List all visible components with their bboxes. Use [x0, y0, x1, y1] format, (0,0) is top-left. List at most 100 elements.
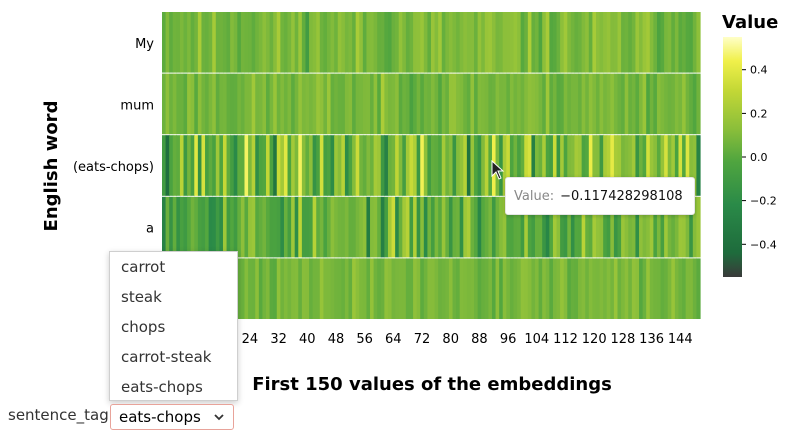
heatmap-cell[interactable] [567, 12, 572, 73]
heatmap-cell[interactable] [542, 196, 547, 258]
heatmap-cell[interactable] [176, 135, 181, 196]
heatmap-cell[interactable] [431, 73, 436, 135]
heatmap-cell[interactable] [230, 196, 235, 258]
heatmap-cell[interactable] [205, 196, 210, 258]
heatmap-cell[interactable] [563, 196, 568, 258]
heatmap-cell[interactable] [563, 73, 568, 135]
heatmap-cell[interactable] [165, 12, 170, 73]
heatmap-cell[interactable] [560, 196, 565, 258]
heatmap-cell[interactable] [635, 196, 640, 258]
heatmap-cell[interactable] [656, 135, 662, 196]
heatmap-cell[interactable] [165, 196, 170, 258]
heatmap-cell[interactable] [592, 135, 597, 196]
heatmap-cell[interactable] [370, 258, 375, 319]
heatmap-row[interactable] [162, 135, 701, 196]
heatmap-cell[interactable] [352, 73, 357, 135]
heatmap-cell[interactable] [377, 196, 382, 258]
heatmap-cell[interactable] [183, 73, 188, 135]
heatmap-cell[interactable] [219, 135, 224, 196]
heatmap-cell[interactable] [477, 258, 482, 319]
heatmap-cell[interactable] [344, 135, 350, 196]
heatmap-cell[interactable] [585, 196, 590, 258]
heatmap-cell[interactable] [258, 196, 264, 258]
heatmap-cell[interactable] [674, 12, 680, 73]
heatmap-cell[interactable] [344, 258, 350, 319]
heatmap-cell[interactable] [549, 12, 554, 73]
heatmap-cell[interactable] [420, 12, 425, 73]
heatmap-cell[interactable] [405, 12, 411, 73]
heatmap-cell[interactable] [305, 73, 310, 135]
heatmap-cell[interactable] [581, 196, 586, 258]
heatmap-cell[interactable] [230, 135, 235, 196]
heatmap-cell[interactable] [667, 12, 672, 73]
heatmap-cell[interactable] [678, 73, 683, 135]
heatmap-cell[interactable] [283, 12, 289, 73]
heatmap-cell[interactable] [613, 258, 619, 319]
heatmap-cell[interactable] [474, 135, 479, 196]
dropdown-option-carrot-steak[interactable]: carrot-steak [121, 348, 212, 366]
heatmap-cell[interactable] [613, 12, 619, 73]
heatmap-cell[interactable] [312, 258, 317, 319]
heatmap-cell[interactable] [653, 73, 658, 135]
heatmap-cell[interactable] [474, 73, 479, 135]
heatmap-cell[interactable] [273, 73, 278, 135]
heatmap-cell[interactable] [642, 196, 647, 258]
heatmap-cell[interactable] [212, 12, 217, 73]
heatmap-cell[interactable] [283, 196, 289, 258]
heatmap-cell[interactable] [398, 135, 403, 196]
heatmap-cell[interactable] [287, 258, 292, 319]
heatmap-cell[interactable] [172, 73, 177, 135]
heatmap-cell[interactable] [187, 12, 192, 73]
heatmap-cell[interactable] [337, 135, 342, 196]
heatmap-row[interactable] [162, 258, 701, 319]
heatmap-cell[interactable] [355, 12, 360, 73]
heatmap-cell[interactable] [491, 73, 497, 135]
heatmap-cell[interactable] [606, 258, 611, 319]
heatmap-cell[interactable] [255, 135, 260, 196]
heatmap-cell[interactable] [617, 73, 622, 135]
heatmap-cell[interactable] [653, 196, 658, 258]
heatmap-cell[interactable] [427, 135, 432, 196]
heatmap-cell[interactable] [646, 196, 651, 258]
heatmap-cell[interactable] [420, 73, 425, 135]
heatmap-cell[interactable] [689, 196, 694, 258]
heatmap-cell[interactable] [334, 135, 339, 196]
heatmap-cell[interactable] [660, 73, 665, 135]
heatmap-cell[interactable] [380, 135, 385, 196]
heatmap-cell[interactable] [502, 196, 507, 258]
dropdown-option-chops[interactable]: chops [121, 318, 166, 336]
heatmap-cell[interactable] [341, 135, 346, 196]
heatmap-cell[interactable] [538, 258, 543, 319]
heatmap-cell[interactable] [319, 258, 324, 319]
heatmap-cell[interactable] [402, 135, 407, 196]
heatmap-cell[interactable] [531, 73, 536, 135]
heatmap-cell[interactable] [502, 73, 507, 135]
heatmap-cell[interactable] [405, 258, 411, 319]
heatmap-cell[interactable] [373, 12, 378, 73]
heatmap-cell[interactable] [373, 258, 378, 319]
heatmap-cell[interactable] [570, 196, 576, 258]
heatmap-cell[interactable] [678, 12, 683, 73]
heatmap-cell[interactable] [506, 73, 511, 135]
heatmap-cell[interactable] [244, 196, 249, 258]
heatmap-cell[interactable] [330, 196, 335, 258]
heatmap-cell[interactable] [309, 258, 314, 319]
heatmap-cell[interactable] [606, 135, 611, 196]
heatmap-cell[interactable] [298, 258, 303, 319]
heatmap-row[interactable] [162, 73, 701, 135]
heatmap-cell[interactable] [215, 12, 220, 73]
heatmap-cell[interactable] [262, 73, 267, 135]
heatmap-cell[interactable] [599, 258, 604, 319]
heatmap-cell[interactable] [595, 135, 601, 196]
heatmap-cell[interactable] [610, 12, 615, 73]
heatmap-cell[interactable] [448, 73, 454, 135]
heatmap-cell[interactable] [567, 135, 572, 196]
heatmap-cell[interactable] [552, 12, 558, 73]
heatmap-cell[interactable] [283, 135, 289, 196]
heatmap-cell[interactable] [459, 258, 464, 319]
heatmap-cell[interactable] [495, 196, 500, 258]
heatmap-cell[interactable] [212, 73, 217, 135]
heatmap-cell[interactable] [696, 135, 701, 196]
heatmap-cell[interactable] [344, 196, 350, 258]
heatmap-cell[interactable] [305, 196, 310, 258]
